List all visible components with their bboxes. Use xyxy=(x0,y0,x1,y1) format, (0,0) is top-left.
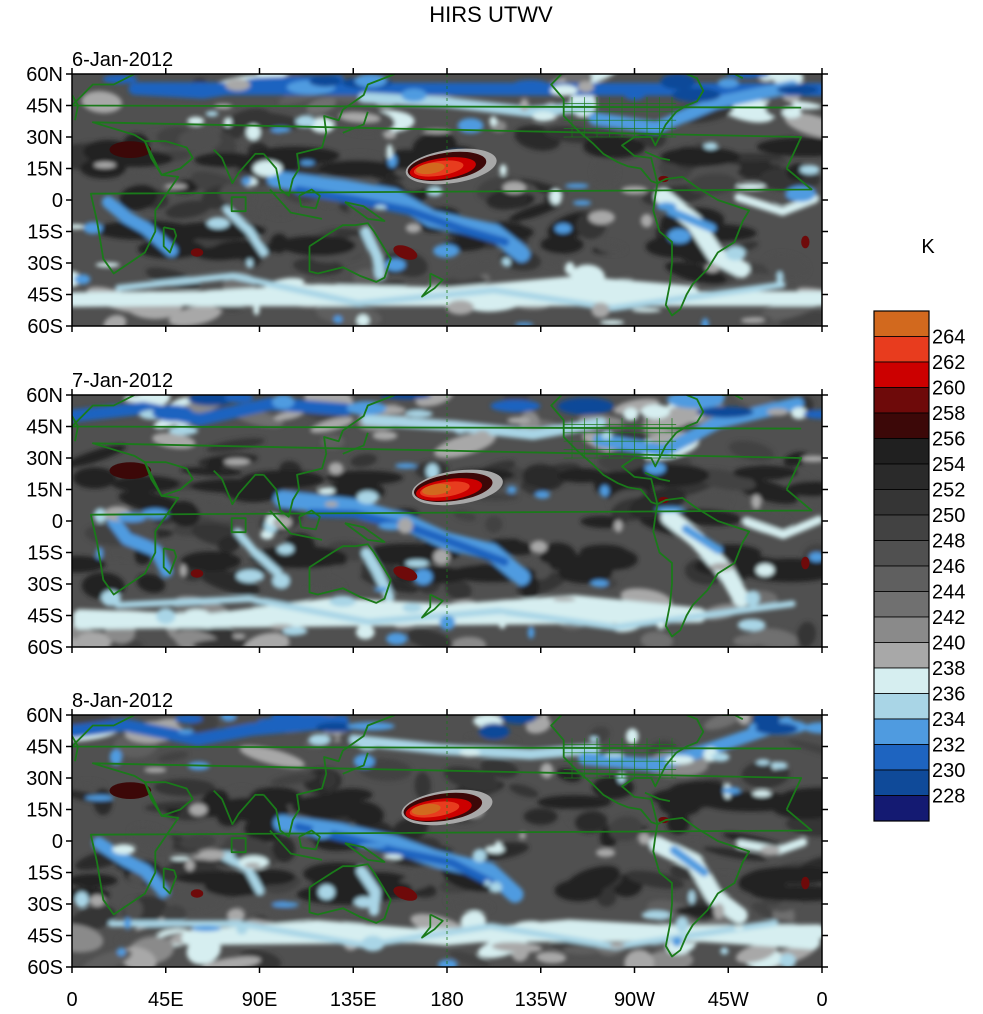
colorbar-tick-label: 262 xyxy=(932,352,965,374)
colorbar-tick-label: 264 xyxy=(932,327,965,349)
map-panel: 6-Jan-2012 60N 45N 30N 15N 0 15S 30S 45S 60S xyxy=(26,49,828,338)
figure-title: HIRS UTWV xyxy=(429,2,553,27)
latitude-tick-label: 60N xyxy=(26,64,63,86)
colorbar-swatch xyxy=(873,642,930,669)
colorbar-tick-label: 238 xyxy=(932,658,965,680)
latitude-tick-label: 45S xyxy=(27,285,63,307)
colorbar-tick-label: 230 xyxy=(932,760,965,782)
colorbar-swatch xyxy=(873,565,930,592)
colorbar-tick-label: 234 xyxy=(932,709,965,731)
colorbar-tick-label: 242 xyxy=(932,607,965,629)
latitude-tick-label: 15S xyxy=(27,543,63,565)
longitude-tick-label: 90E xyxy=(242,989,278,1011)
longitude-tick-label: 45E xyxy=(148,989,184,1011)
colorbar-swatch xyxy=(873,489,930,516)
latitude-tick-label: 60S xyxy=(27,637,63,659)
latitude-tick-label: 30S xyxy=(27,253,63,275)
panel-date-label: 7-Jan-2012 xyxy=(72,370,173,392)
colorbar-tick-label: 250 xyxy=(932,505,965,527)
colorbar-tick-label: 244 xyxy=(932,582,965,604)
latitude-tick-label: 30S xyxy=(27,574,63,596)
latitude-tick-label: 15S xyxy=(27,222,63,244)
colorbar-tick-label: 260 xyxy=(932,378,965,400)
map-panel: 8-Jan-2012 60N 45N 30N 15N 0 15S 30S 45S 60S xyxy=(26,690,828,979)
colorbar-swatch xyxy=(873,540,930,567)
colorbar-tick-label: 240 xyxy=(932,633,965,655)
latitude-tick-label: 0 xyxy=(52,190,63,212)
latitude-tick-label: 60S xyxy=(27,316,63,338)
latitude-tick-label: 0 xyxy=(52,511,63,533)
colorbar-swatch xyxy=(873,336,930,363)
longitude-axis: 0 45E 90E 135E 180 135W 90W 45W 0 xyxy=(66,989,827,1011)
colorbar-swatch xyxy=(873,718,930,745)
colorbar-tick-label: 254 xyxy=(932,454,965,476)
latitude-tick-label: 45S xyxy=(27,606,63,628)
longitude-tick-label: 0 xyxy=(66,989,77,1011)
colorbar-tick-label: 232 xyxy=(932,735,965,757)
colorbar-swatch xyxy=(873,387,930,414)
colorbar-swatch xyxy=(873,693,930,720)
latitude-tick-label: 30N xyxy=(26,768,63,790)
colorbar-tick-label: 256 xyxy=(932,429,965,451)
latitude-tick-label: 15S xyxy=(27,863,63,885)
colorbar-tick-label: 258 xyxy=(932,403,965,425)
colorbar-swatch xyxy=(873,744,930,771)
colorbar-swatch xyxy=(873,769,930,796)
latitude-tick-label: 60N xyxy=(26,385,63,407)
colorbar-swatch xyxy=(873,795,930,822)
latitude-tick-label: 15N xyxy=(26,800,63,822)
colorbar-tick-label: 252 xyxy=(932,480,965,502)
latitude-tick-label: 30N xyxy=(26,127,63,149)
latitude-tick-label: 45S xyxy=(27,926,63,948)
colorbar-swatch xyxy=(873,667,930,694)
panel-date-label: 8-Jan-2012 xyxy=(72,690,173,712)
longitude-tick-label: 180 xyxy=(430,989,463,1011)
latitude-tick-label: 60S xyxy=(27,957,63,979)
panel-date-label: 6-Jan-2012 xyxy=(72,49,173,71)
map-panel: 7-Jan-2012 60N 45N 30N 15N 0 15S 30S 45S 60S xyxy=(26,370,828,659)
colorbar-swatch xyxy=(873,463,930,490)
colorbar-swatch xyxy=(873,514,930,541)
colorbar-tick-label: 248 xyxy=(932,531,965,553)
longitude-tick-label: 135E xyxy=(330,989,377,1011)
longitude-tick-label: 45W xyxy=(708,989,749,1011)
colorbar-swatch xyxy=(873,412,930,439)
latitude-tick-label: 30S xyxy=(27,894,63,916)
colorbar-swatch xyxy=(873,591,930,618)
colorbar-swatch xyxy=(873,438,930,465)
latitude-tick-label: 0 xyxy=(52,831,63,853)
longitude-tick-label: 90W xyxy=(614,989,655,1011)
colorbar-units-label: K xyxy=(921,236,935,258)
latitude-tick-label: 15N xyxy=(26,480,63,502)
latitude-tick-label: 45N xyxy=(26,96,63,118)
map-panels: 6-Jan-201260N45N30N15N015S30S45S60S7-Jan… xyxy=(26,49,828,979)
colorbar-tick-label: 246 xyxy=(932,556,965,578)
colorbar-swatch xyxy=(873,616,930,643)
longitude-tick-label: 0 xyxy=(816,989,827,1011)
latitude-tick-label: 15N xyxy=(26,159,63,181)
latitude-tick-label: 60N xyxy=(26,705,63,727)
latitude-tick-label: 45N xyxy=(26,417,63,439)
longitude-tick-label: 135W xyxy=(515,989,567,1011)
latitude-tick-label: 30N xyxy=(26,448,63,470)
colorbar-swatch xyxy=(873,310,930,337)
colorbar-tick-label: 236 xyxy=(932,684,965,706)
colorbar-swatch xyxy=(873,361,930,388)
colorbar-tick-label: 228 xyxy=(932,786,965,808)
colorbar: 264 262 260 258 256 254 252 250 248 246 244 242 240 2… xyxy=(873,310,965,822)
latitude-tick-label: 45N xyxy=(26,737,63,759)
